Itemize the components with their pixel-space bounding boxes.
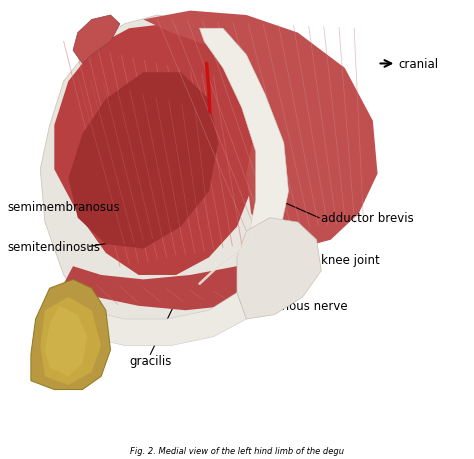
Polygon shape	[55, 25, 256, 275]
Text: semimembranosus: semimembranosus	[8, 201, 120, 214]
Polygon shape	[64, 258, 274, 311]
Text: semitendinosus: semitendinosus	[8, 241, 100, 253]
Polygon shape	[68, 73, 218, 249]
Polygon shape	[31, 280, 110, 390]
Polygon shape	[45, 306, 87, 376]
Text: cranial: cranial	[399, 58, 439, 71]
Polygon shape	[237, 218, 321, 319]
Text: knee joint: knee joint	[321, 253, 380, 267]
Text: saphenous nerve: saphenous nerve	[246, 300, 348, 313]
Polygon shape	[40, 16, 307, 341]
Polygon shape	[200, 29, 289, 284]
Text: gracilis: gracilis	[129, 355, 172, 368]
Text: Fig. 2. Medial view of the left hind limb of the degu: Fig. 2. Medial view of the left hind lim…	[130, 447, 344, 455]
Polygon shape	[40, 297, 101, 385]
Text: adductor brevis: adductor brevis	[321, 212, 414, 225]
Polygon shape	[73, 16, 120, 64]
Polygon shape	[55, 293, 246, 346]
Polygon shape	[143, 11, 377, 249]
